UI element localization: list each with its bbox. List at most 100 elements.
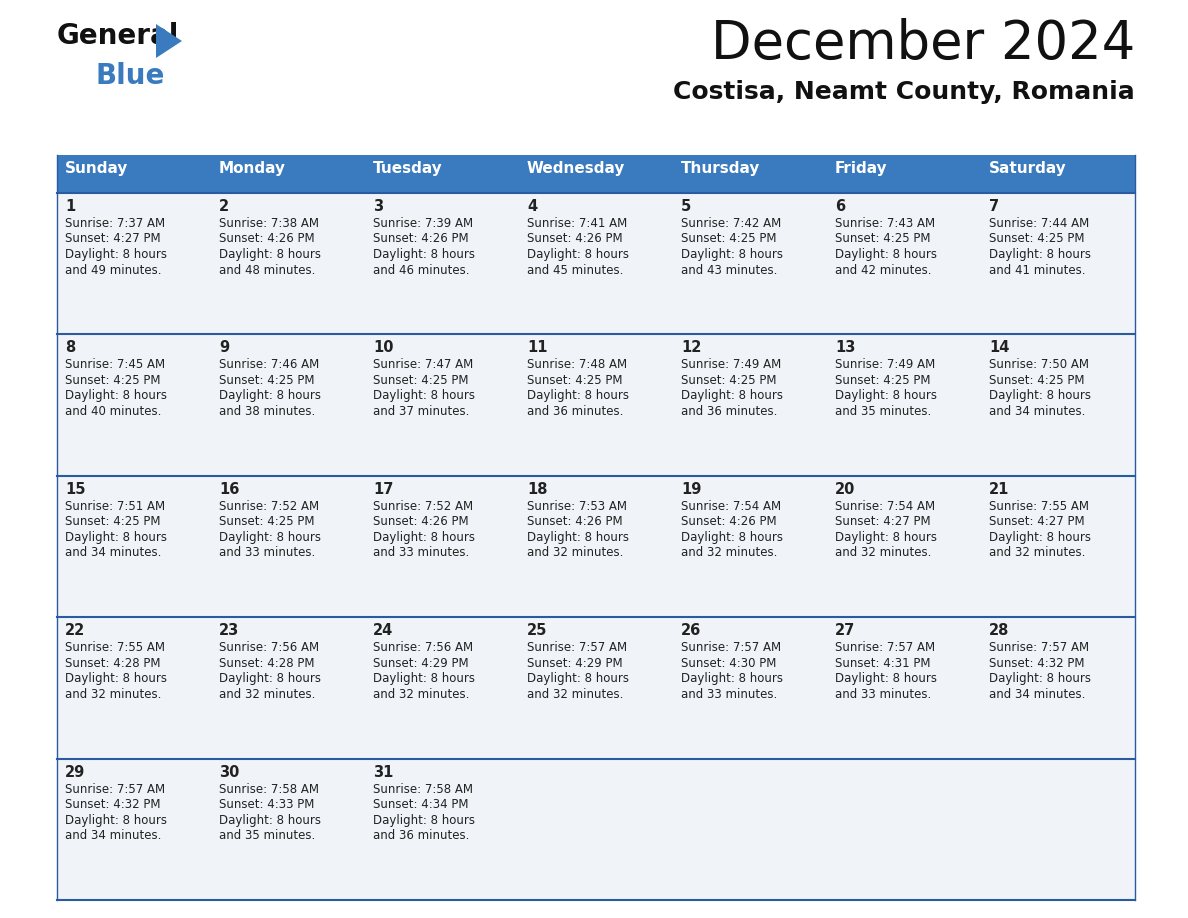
Text: Saturday: Saturday <box>988 161 1067 176</box>
Text: Daylight: 8 hours: Daylight: 8 hours <box>65 672 168 685</box>
Text: Sunrise: 7:54 AM: Sunrise: 7:54 AM <box>681 499 782 513</box>
Bar <box>365 476 519 617</box>
Text: Sunset: 4:25 PM: Sunset: 4:25 PM <box>527 374 623 386</box>
Text: and 33 minutes.: and 33 minutes. <box>219 546 315 559</box>
Text: 2: 2 <box>219 199 229 214</box>
Text: 27: 27 <box>835 623 855 638</box>
Text: Sunset: 4:33 PM: Sunset: 4:33 PM <box>219 798 315 812</box>
Text: Daylight: 8 hours: Daylight: 8 hours <box>988 248 1091 261</box>
Bar <box>57 193 211 334</box>
Text: and 32 minutes.: and 32 minutes. <box>681 546 777 559</box>
Bar <box>827 476 981 617</box>
Text: Friday: Friday <box>835 161 887 176</box>
Text: Daylight: 8 hours: Daylight: 8 hours <box>835 672 937 685</box>
Text: Sunrise: 7:52 AM: Sunrise: 7:52 AM <box>219 499 320 513</box>
Bar <box>365 193 519 334</box>
Text: and 37 minutes.: and 37 minutes. <box>373 405 469 418</box>
Text: 10: 10 <box>373 341 393 355</box>
Text: Sunset: 4:29 PM: Sunset: 4:29 PM <box>373 656 468 670</box>
Text: Sunrise: 7:52 AM: Sunrise: 7:52 AM <box>373 499 473 513</box>
Text: Sunset: 4:30 PM: Sunset: 4:30 PM <box>681 656 777 670</box>
Text: Sunset: 4:25 PM: Sunset: 4:25 PM <box>65 515 160 528</box>
Text: 17: 17 <box>373 482 393 497</box>
Text: Sunrise: 7:55 AM: Sunrise: 7:55 AM <box>65 641 165 655</box>
Text: Sunrise: 7:49 AM: Sunrise: 7:49 AM <box>681 358 782 372</box>
Text: 25: 25 <box>527 623 548 638</box>
Text: Daylight: 8 hours: Daylight: 8 hours <box>681 672 783 685</box>
Text: Sunrise: 7:53 AM: Sunrise: 7:53 AM <box>527 499 627 513</box>
Text: and 33 minutes.: and 33 minutes. <box>373 546 469 559</box>
Text: Sunrise: 7:44 AM: Sunrise: 7:44 AM <box>988 217 1089 230</box>
Text: and 49 minutes.: and 49 minutes. <box>65 263 162 276</box>
Bar <box>981 155 1135 193</box>
Text: and 32 minutes.: and 32 minutes. <box>65 688 162 700</box>
Text: Daylight: 8 hours: Daylight: 8 hours <box>527 672 628 685</box>
Text: 7: 7 <box>988 199 999 214</box>
Text: Sunset: 4:34 PM: Sunset: 4:34 PM <box>373 798 468 812</box>
Text: 20: 20 <box>835 482 855 497</box>
Text: and 32 minutes.: and 32 minutes. <box>988 546 1086 559</box>
Text: 23: 23 <box>219 623 239 638</box>
Text: Daylight: 8 hours: Daylight: 8 hours <box>527 248 628 261</box>
Text: 24: 24 <box>373 623 393 638</box>
Bar <box>981 193 1135 334</box>
Text: Sunset: 4:28 PM: Sunset: 4:28 PM <box>65 656 160 670</box>
Text: Sunset: 4:25 PM: Sunset: 4:25 PM <box>373 374 468 386</box>
Text: Wednesday: Wednesday <box>527 161 625 176</box>
Text: and 34 minutes.: and 34 minutes. <box>65 546 162 559</box>
Text: Sunset: 4:25 PM: Sunset: 4:25 PM <box>681 374 777 386</box>
Text: Sunset: 4:27 PM: Sunset: 4:27 PM <box>835 515 930 528</box>
Text: and 35 minutes.: and 35 minutes. <box>219 829 315 842</box>
Bar <box>365 617 519 758</box>
Text: and 48 minutes.: and 48 minutes. <box>219 263 315 276</box>
Text: Sunset: 4:26 PM: Sunset: 4:26 PM <box>373 515 468 528</box>
Text: Sunset: 4:27 PM: Sunset: 4:27 PM <box>988 515 1085 528</box>
Text: Daylight: 8 hours: Daylight: 8 hours <box>835 389 937 402</box>
Bar <box>981 758 1135 900</box>
Text: Sunrise: 7:51 AM: Sunrise: 7:51 AM <box>65 499 165 513</box>
Bar <box>981 334 1135 476</box>
Bar <box>672 334 827 476</box>
Bar <box>672 476 827 617</box>
Bar <box>827 758 981 900</box>
Text: Thursday: Thursday <box>681 161 760 176</box>
Text: Sunday: Sunday <box>65 161 128 176</box>
Text: Daylight: 8 hours: Daylight: 8 hours <box>681 531 783 543</box>
Text: 21: 21 <box>988 482 1010 497</box>
Text: 9: 9 <box>219 341 229 355</box>
Bar <box>57 617 211 758</box>
Text: Sunrise: 7:47 AM: Sunrise: 7:47 AM <box>373 358 473 372</box>
Text: Sunset: 4:25 PM: Sunset: 4:25 PM <box>219 374 315 386</box>
Text: and 34 minutes.: and 34 minutes. <box>988 688 1086 700</box>
Text: 11: 11 <box>527 341 548 355</box>
Text: Sunrise: 7:45 AM: Sunrise: 7:45 AM <box>65 358 165 372</box>
Text: Sunset: 4:25 PM: Sunset: 4:25 PM <box>219 515 315 528</box>
Text: Daylight: 8 hours: Daylight: 8 hours <box>219 531 321 543</box>
Bar <box>672 617 827 758</box>
Text: 18: 18 <box>527 482 548 497</box>
Text: 8: 8 <box>65 341 75 355</box>
Bar <box>57 334 211 476</box>
Text: Daylight: 8 hours: Daylight: 8 hours <box>988 672 1091 685</box>
Text: Daylight: 8 hours: Daylight: 8 hours <box>219 672 321 685</box>
Text: 12: 12 <box>681 341 701 355</box>
Text: and 32 minutes.: and 32 minutes. <box>527 688 624 700</box>
Bar <box>519 617 672 758</box>
Text: Sunset: 4:25 PM: Sunset: 4:25 PM <box>988 232 1085 245</box>
Text: Sunrise: 7:57 AM: Sunrise: 7:57 AM <box>527 641 627 655</box>
Text: Daylight: 8 hours: Daylight: 8 hours <box>373 672 475 685</box>
Text: and 36 minutes.: and 36 minutes. <box>681 405 777 418</box>
Text: and 43 minutes.: and 43 minutes. <box>681 263 777 276</box>
Text: 14: 14 <box>988 341 1010 355</box>
Bar <box>211 334 365 476</box>
Bar <box>365 758 519 900</box>
Text: Daylight: 8 hours: Daylight: 8 hours <box>373 531 475 543</box>
Text: and 33 minutes.: and 33 minutes. <box>835 688 931 700</box>
Text: Sunrise: 7:49 AM: Sunrise: 7:49 AM <box>835 358 935 372</box>
Text: Daylight: 8 hours: Daylight: 8 hours <box>988 531 1091 543</box>
Text: Daylight: 8 hours: Daylight: 8 hours <box>681 248 783 261</box>
Text: Daylight: 8 hours: Daylight: 8 hours <box>373 813 475 826</box>
Text: 28: 28 <box>988 623 1010 638</box>
Bar <box>981 476 1135 617</box>
Text: 5: 5 <box>681 199 691 214</box>
